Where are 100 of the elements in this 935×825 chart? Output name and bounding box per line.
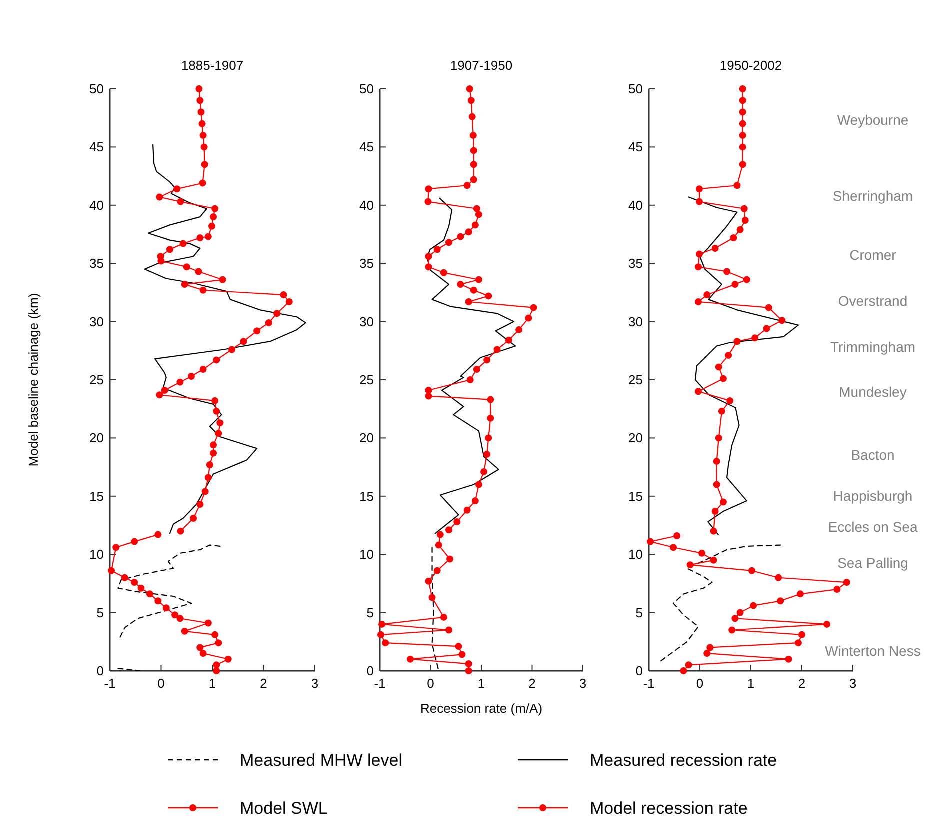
- y-tick-label: 15: [628, 488, 643, 504]
- y-tick-label: 15: [90, 488, 104, 504]
- point: [177, 528, 184, 535]
- y-tick-label: 30: [628, 314, 643, 330]
- legend-label: Model recession rate: [590, 799, 748, 818]
- point: [196, 234, 204, 242]
- point: [198, 120, 206, 128]
- point: [752, 334, 759, 342]
- point: [505, 336, 512, 344]
- x-tick-label: -1: [374, 676, 386, 691]
- point: [485, 434, 492, 442]
- y-axis-title: Model baseline chainage (km): [26, 293, 41, 467]
- point: [180, 240, 187, 248]
- point: [715, 434, 722, 442]
- point: [131, 579, 138, 586]
- point: [204, 620, 212, 627]
- line-series: [660, 544, 782, 662]
- point: [730, 234, 738, 242]
- point: [200, 132, 207, 140]
- point: [484, 356, 491, 364]
- annotation: Cromer: [850, 247, 897, 263]
- point: [425, 578, 432, 585]
- point: [382, 640, 390, 647]
- point: [138, 584, 145, 592]
- point: [750, 602, 758, 610]
- point: [199, 180, 206, 187]
- point: [494, 346, 501, 354]
- point: [455, 643, 462, 650]
- point: [201, 161, 208, 168]
- y-tick-label: 35: [628, 256, 643, 272]
- point: [210, 450, 218, 457]
- point: [710, 528, 718, 535]
- point: [739, 97, 746, 104]
- point: [736, 226, 744, 234]
- y-tick-label: 30: [360, 314, 374, 330]
- legend-label: Measured recession rate: [590, 751, 778, 770]
- y-tick-label: 40: [360, 198, 374, 213]
- point: [440, 269, 448, 276]
- point: [796, 590, 804, 598]
- point: [425, 392, 432, 400]
- annotation: Winterton Ness: [825, 643, 921, 659]
- point: [435, 542, 442, 549]
- point: [177, 198, 184, 206]
- x-tick-label: -1: [104, 676, 116, 691]
- point: [724, 268, 731, 276]
- point: [213, 662, 220, 669]
- y-tick-label: 40: [90, 198, 104, 213]
- point: [743, 276, 750, 284]
- point: [425, 186, 432, 193]
- point: [204, 233, 212, 240]
- point: [212, 631, 219, 638]
- point: [428, 594, 436, 602]
- point: [188, 373, 195, 380]
- x-tick-label: 3: [311, 676, 319, 691]
- point: [525, 314, 532, 322]
- y-tick-label: 45: [360, 140, 374, 155]
- y-tick-label: 25: [90, 372, 104, 388]
- point: [475, 211, 482, 218]
- point: [823, 620, 830, 628]
- x-tick-label: 2: [528, 676, 536, 691]
- x-tick-label: 0: [696, 676, 704, 691]
- point: [647, 538, 654, 546]
- point: [286, 298, 293, 306]
- line-series: [426, 198, 516, 534]
- point: [196, 501, 204, 508]
- point: [190, 515, 198, 522]
- chart-title: 1907-1950: [450, 58, 513, 73]
- annotation: Bacton: [851, 447, 895, 463]
- x-tick-label: 0: [427, 676, 434, 691]
- point: [696, 250, 703, 258]
- annotation: Trimmingham: [830, 339, 916, 355]
- point: [216, 420, 224, 427]
- x-tick-label: 3: [849, 676, 857, 691]
- point: [240, 338, 248, 346]
- point: [198, 108, 205, 116]
- point: [464, 182, 471, 190]
- y-tick-label: 50: [90, 82, 104, 96]
- point: [200, 286, 207, 294]
- point: [740, 205, 748, 212]
- point: [742, 217, 749, 224]
- y-tick-label: 50: [360, 82, 374, 96]
- point: [468, 113, 476, 120]
- annotation: Eccles on Sea: [828, 519, 918, 535]
- y-tick-label: 10: [360, 547, 374, 562]
- point: [174, 186, 181, 193]
- point: [158, 258, 165, 265]
- point: [406, 656, 414, 663]
- point: [200, 366, 207, 374]
- point: [465, 228, 472, 236]
- y-tick-label: 0: [366, 664, 374, 678]
- chart-title: 1885-1907: [181, 58, 244, 73]
- point: [274, 310, 281, 318]
- y-tick-label: 25: [360, 372, 374, 388]
- point: [265, 319, 272, 326]
- point: [470, 132, 477, 140]
- point: [763, 325, 770, 332]
- point: [215, 640, 222, 647]
- point: [183, 264, 190, 271]
- point: [215, 430, 222, 438]
- point: [434, 567, 441, 574]
